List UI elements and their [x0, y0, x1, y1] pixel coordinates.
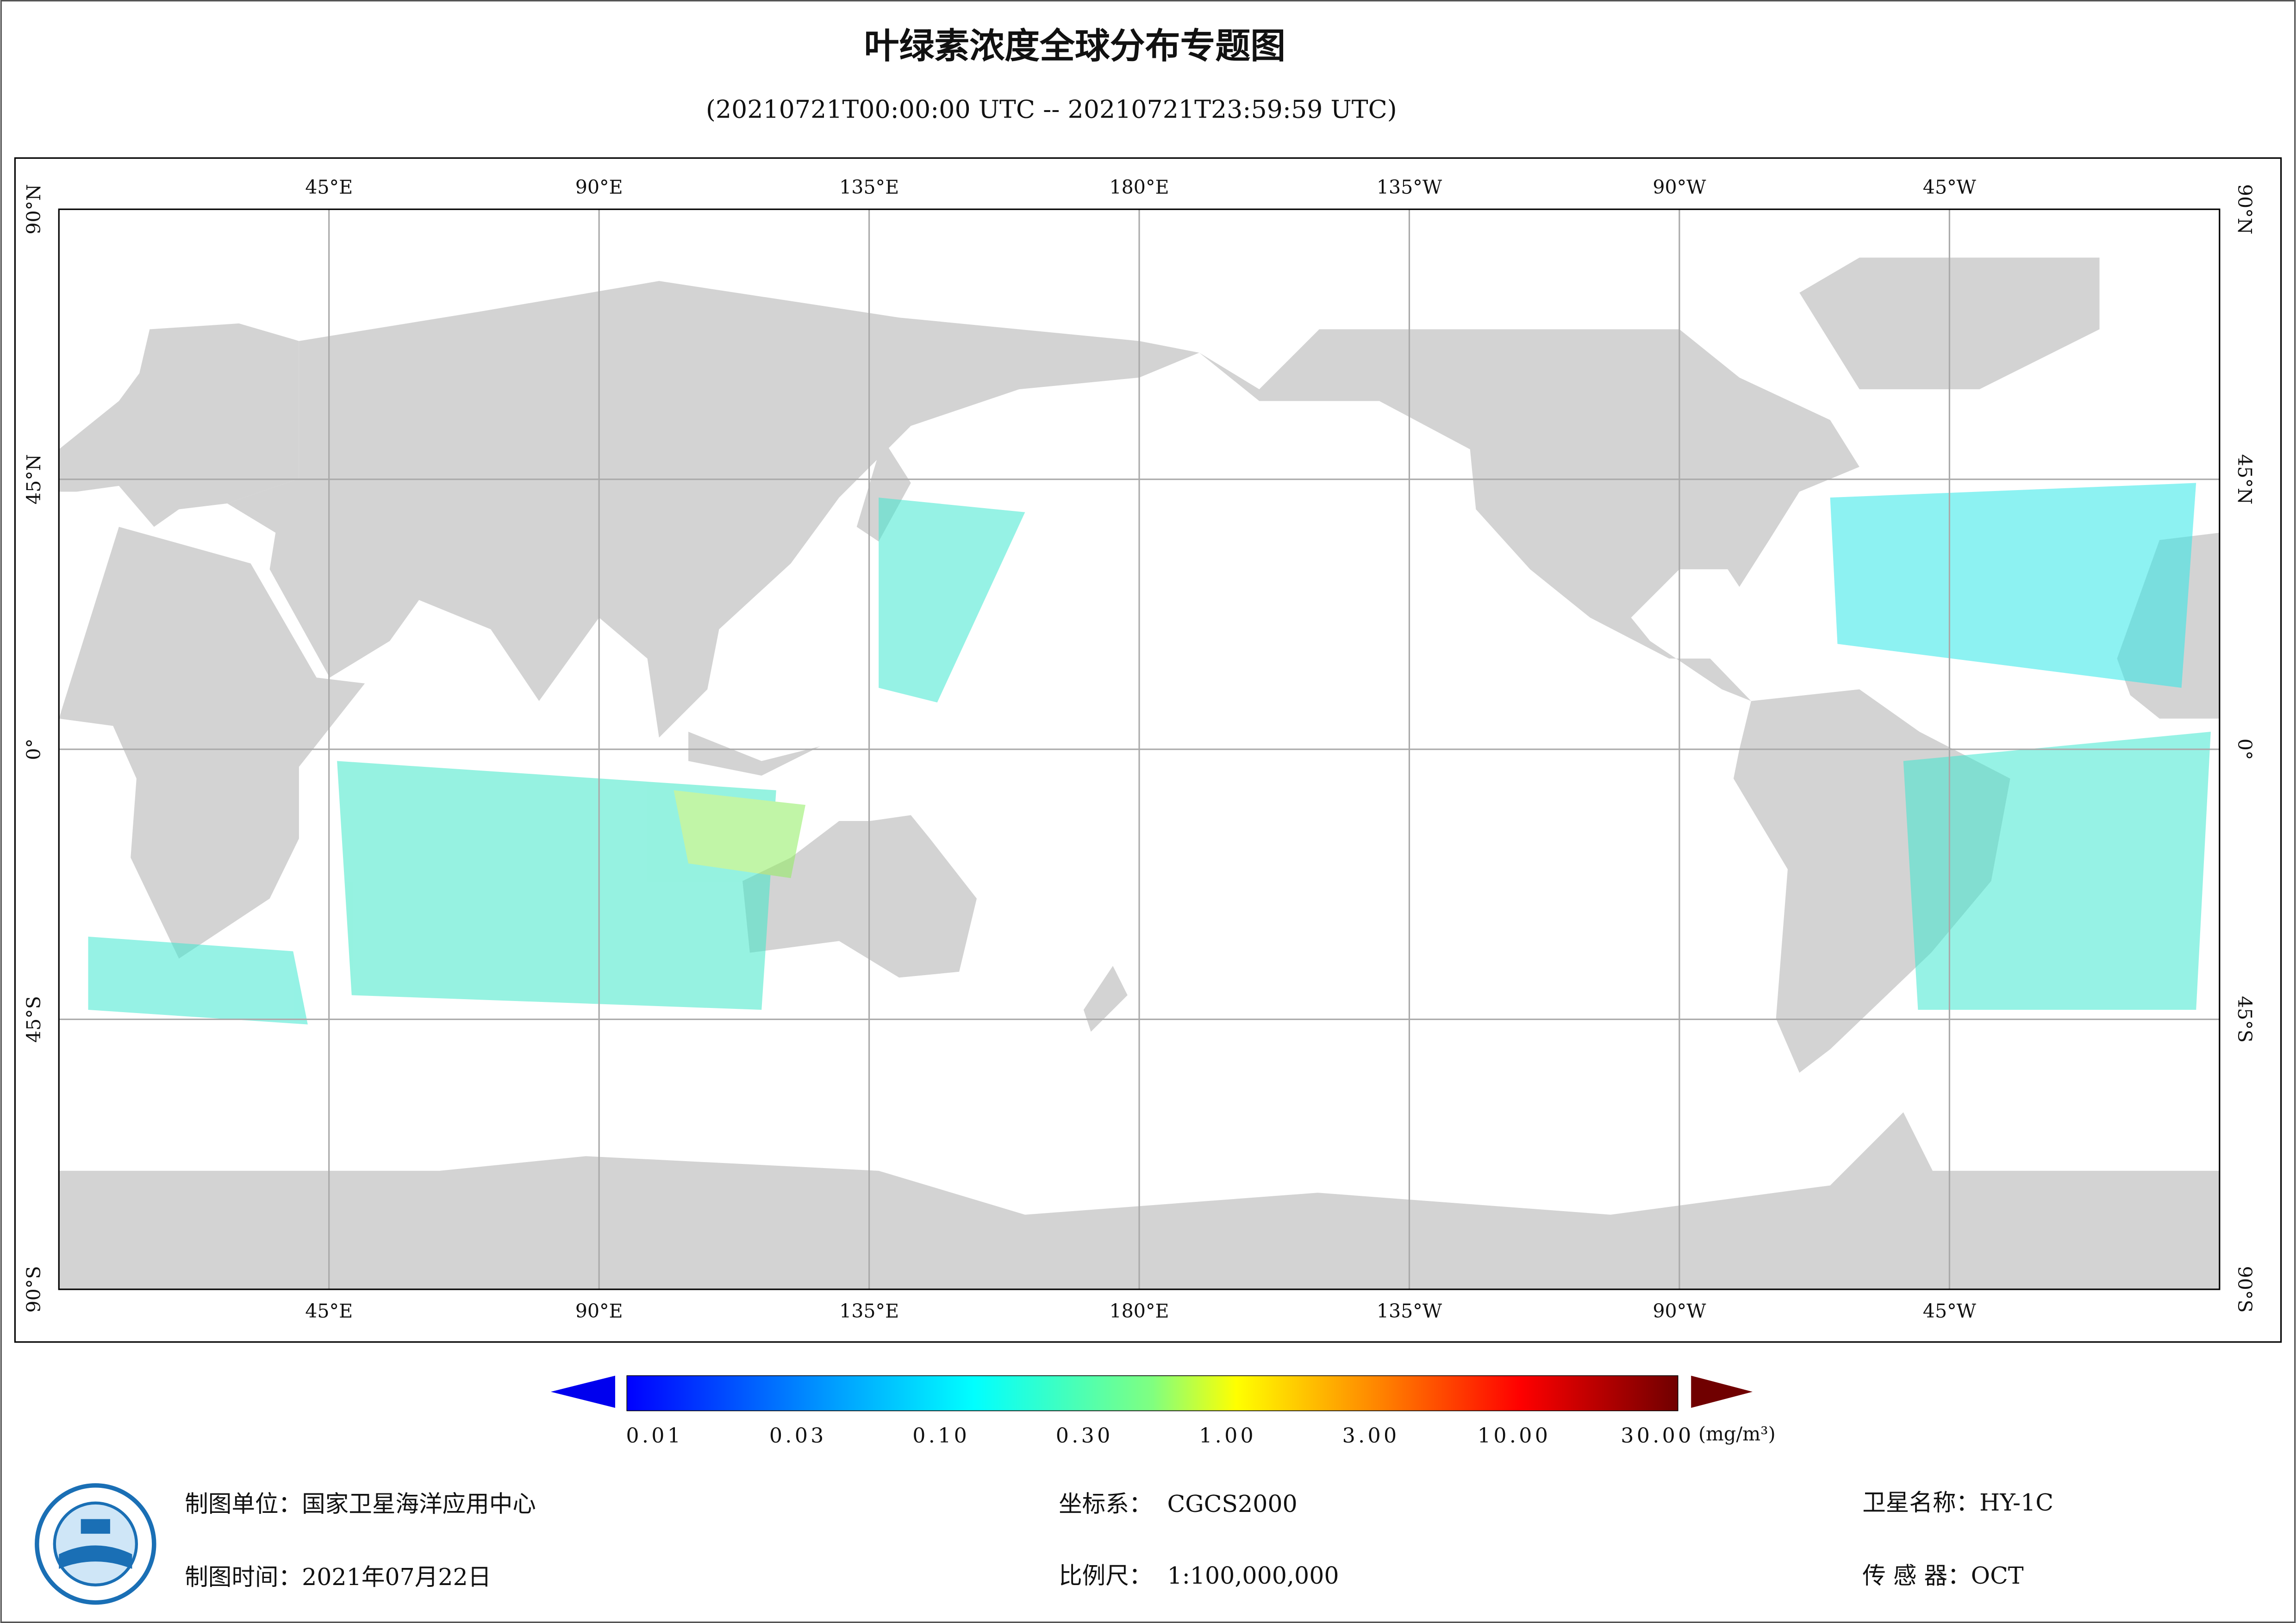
longitude-label-top: 135°E	[839, 176, 899, 198]
latitude-label-left: 45°S	[23, 996, 45, 1043]
colorbar-label: 10.00	[1478, 1424, 1551, 1448]
colorbar-label: 0.30	[1056, 1424, 1113, 1448]
map	[58, 208, 2221, 1290]
colorbar-label: 1.00	[1199, 1424, 1256, 1448]
subtitle: (20210721T00:00:00 UTC -- 20210721T23:59…	[706, 94, 1397, 124]
latitude-label-left: 90°S	[23, 1266, 45, 1312]
latitude-label-left: 90°N	[23, 184, 45, 235]
longitude-label-top: 180°E	[1110, 176, 1169, 198]
colorbar-label: 3.00	[1342, 1424, 1400, 1448]
latitude-label-left: 0°	[23, 739, 45, 760]
colorbar-over-arrow	[1691, 1375, 1753, 1408]
colorbar-label: 0.01	[626, 1424, 683, 1448]
latitude-label-right: 0°	[2234, 739, 2256, 760]
longitude-label-bottom: 135°W	[1377, 1300, 1442, 1322]
footer-producer: 制图单位：国家卫星海洋应用中心	[185, 1490, 536, 1517]
map-border	[58, 208, 2221, 1290]
longitude-label-top: 45°W	[1923, 176, 1977, 198]
colorbar-unit: (mg/m³)	[1698, 1423, 1776, 1445]
title: 叶绿素浓度全球分布专题图	[864, 25, 1286, 66]
footer-sensor: 传 感 器：OCT	[1862, 1562, 2024, 1589]
longitude-label-top: 90°E	[575, 176, 623, 198]
chlorophyll-swaths	[88, 483, 2211, 1025]
latitude-label-right: 90°S	[2234, 1266, 2256, 1312]
longitude-label-bottom: 90°W	[1653, 1300, 1706, 1322]
longitude-label-bottom: 180°E	[1110, 1300, 1169, 1322]
colorbar	[626, 1375, 1678, 1412]
map-frame	[14, 157, 2282, 1343]
colorbar-label: 30.00	[1621, 1424, 1694, 1448]
longitude-label-top: 135°W	[1377, 176, 1442, 198]
footer-date: 制图时间：2021年07月22日	[185, 1563, 491, 1591]
longitude-label-top: 45°E	[305, 176, 353, 198]
colorbar-under-arrow	[550, 1375, 615, 1408]
colorbar-label: 0.10	[912, 1424, 970, 1448]
colorbar-label: 0.03	[769, 1424, 827, 1448]
longitude-label-top: 90°W	[1653, 176, 1706, 198]
latitude-label-right: 45°N	[2234, 454, 2256, 504]
longitude-label-bottom: 135°E	[839, 1300, 899, 1322]
footer-scale: 比例尺： 1:100,000,000	[1059, 1562, 1339, 1589]
longitude-label-bottom: 45°E	[305, 1300, 353, 1322]
longitude-label-bottom: 90°E	[575, 1300, 623, 1322]
footer-satellite: 卫星名称：HY-1C	[1862, 1489, 2053, 1516]
footer-crs: 坐标系： CGCS2000	[1059, 1490, 1298, 1517]
logo	[35, 1483, 156, 1605]
latitude-label-right: 90°N	[2234, 184, 2256, 235]
latitude-label-left: 45°N	[23, 454, 45, 504]
latitude-label-right: 45°S	[2234, 996, 2256, 1043]
longitude-label-bottom: 45°W	[1923, 1300, 1977, 1322]
graticule	[59, 209, 2220, 1289]
